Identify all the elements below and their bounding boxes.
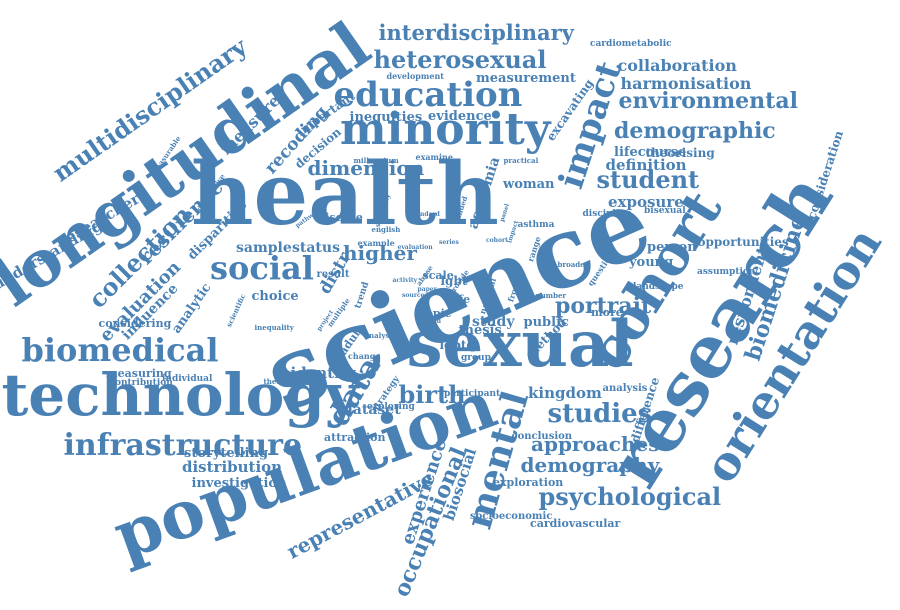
cloud-word: evidence	[428, 108, 492, 124]
cloud-word: cardiometabolic	[590, 38, 672, 49]
cloud-word: woman	[503, 176, 555, 192]
cloud-word: interdisciplinary	[378, 19, 574, 45]
cloud-word: standard	[410, 211, 440, 218]
cloud-word: social	[210, 249, 314, 287]
cloud-word: sexual	[406, 307, 634, 382]
cloud-word: theoretical	[263, 376, 307, 386]
cloud-word: inequities	[349, 109, 423, 125]
cloud-word: bisexual	[644, 205, 686, 216]
cloud-word: paper	[417, 286, 437, 293]
cloud-word: investigation	[191, 475, 287, 491]
cloud-word: young	[629, 254, 674, 270]
cloud-word: study	[472, 314, 515, 330]
cloud-word: storytelling	[184, 445, 269, 461]
cloud-word: millennium	[353, 155, 399, 165]
cloud-word: number	[535, 290, 567, 300]
cloud-word: harmonisation	[620, 74, 752, 93]
cloud-word: inequality	[254, 322, 294, 332]
cloud-word: sample	[236, 240, 292, 256]
cloud-word: life	[450, 292, 471, 306]
cloud-word: cohort	[486, 237, 508, 244]
cloud-word: thesis	[458, 322, 502, 338]
cloud-word: assumption	[697, 266, 756, 277]
cloud-word: public	[523, 314, 569, 330]
cloud-word: biomedical	[21, 331, 219, 369]
cloud-word: choice	[251, 288, 299, 304]
cloud-word: exploration	[493, 475, 564, 489]
cloud-word: contribution	[109, 377, 173, 388]
cloud-word: scale	[422, 268, 454, 282]
cloud-word: measuring	[106, 366, 172, 380]
cloud-word: landscape	[633, 281, 684, 292]
cloud-word: portrait	[555, 293, 652, 319]
cloud-word: series	[439, 239, 459, 246]
cloud-word: examine	[415, 152, 453, 162]
cloud-word: higher	[343, 241, 417, 265]
cloud-word: exploring	[367, 401, 415, 412]
cloud-word: lgbt	[440, 274, 468, 288]
cloud-word: attraction	[324, 430, 386, 444]
cloud-word: minority	[340, 104, 551, 155]
cloud-word: scientific	[224, 291, 248, 329]
cloud-word: theorising	[645, 146, 715, 160]
cloud-word: example	[357, 238, 395, 248]
cloud-word: group	[461, 352, 491, 363]
cloud-word: exposure	[608, 192, 684, 211]
cloud-word: conclusion	[511, 431, 573, 442]
cloud-word: activity	[392, 277, 418, 284]
cloud-word: evaluation	[397, 244, 433, 251]
cloud-word: practical	[503, 155, 539, 165]
cloud-word: environmental	[618, 88, 798, 114]
cloud-word: participant	[444, 388, 501, 399]
cloud-word: kingdom	[528, 383, 602, 402]
cloud-word: education	[333, 75, 523, 115]
cloud-word: development	[386, 71, 444, 81]
cloud-word: distribution	[182, 457, 283, 476]
cloud-word: topic	[420, 306, 452, 320]
cloud-word: health	[191, 144, 499, 245]
cloud-word: discipline	[582, 208, 632, 219]
cloud-word: analyse	[364, 330, 394, 340]
cloud-word: more	[591, 305, 623, 319]
cloud-word: studies	[547, 399, 653, 429]
cloud-word: collaboration	[617, 56, 737, 75]
cloud-word: dataset	[343, 402, 401, 418]
cloud-word: lgbtq	[439, 338, 475, 352]
cloud-word: sources	[402, 292, 428, 299]
cloud-word: english	[371, 224, 401, 234]
cloud-word: individual	[162, 373, 213, 384]
cloud-word: student	[596, 165, 700, 194]
cloud-word: infrastructure	[63, 428, 303, 463]
cloud-word: based	[421, 318, 441, 325]
cloud-word: birth	[398, 380, 466, 409]
cloud-word: considering	[98, 316, 172, 330]
cloud-word: dimension	[307, 156, 425, 180]
cloud-word: identity	[290, 363, 356, 382]
cloud-word: heterosexual	[373, 45, 547, 74]
cloud-word: cardiovascular	[530, 516, 621, 530]
cloud-word: analysis	[602, 383, 648, 394]
cloud-word: person	[647, 239, 697, 255]
cloud-word: broader	[557, 259, 589, 269]
cloud-word: technology	[1, 361, 359, 429]
cloud-word: change	[348, 351, 381, 361]
cloud-word: disease	[317, 210, 363, 224]
cloud-word: asthma	[517, 219, 555, 230]
cloud-word: demographic	[614, 118, 776, 144]
cloud-word: demography	[520, 453, 660, 477]
cloud-word: psychological	[538, 482, 722, 511]
cloud-word: socioeconomic	[470, 511, 553, 522]
cloud-word: status	[292, 240, 340, 256]
cloud-word: lifecourse	[614, 144, 687, 160]
cloud-word: result	[316, 269, 350, 280]
cloud-word: measurement	[476, 70, 576, 86]
cloud-word: definition	[605, 155, 687, 174]
cloud-word: opportunities	[697, 235, 789, 249]
cloud-word: approaches	[531, 432, 660, 456]
